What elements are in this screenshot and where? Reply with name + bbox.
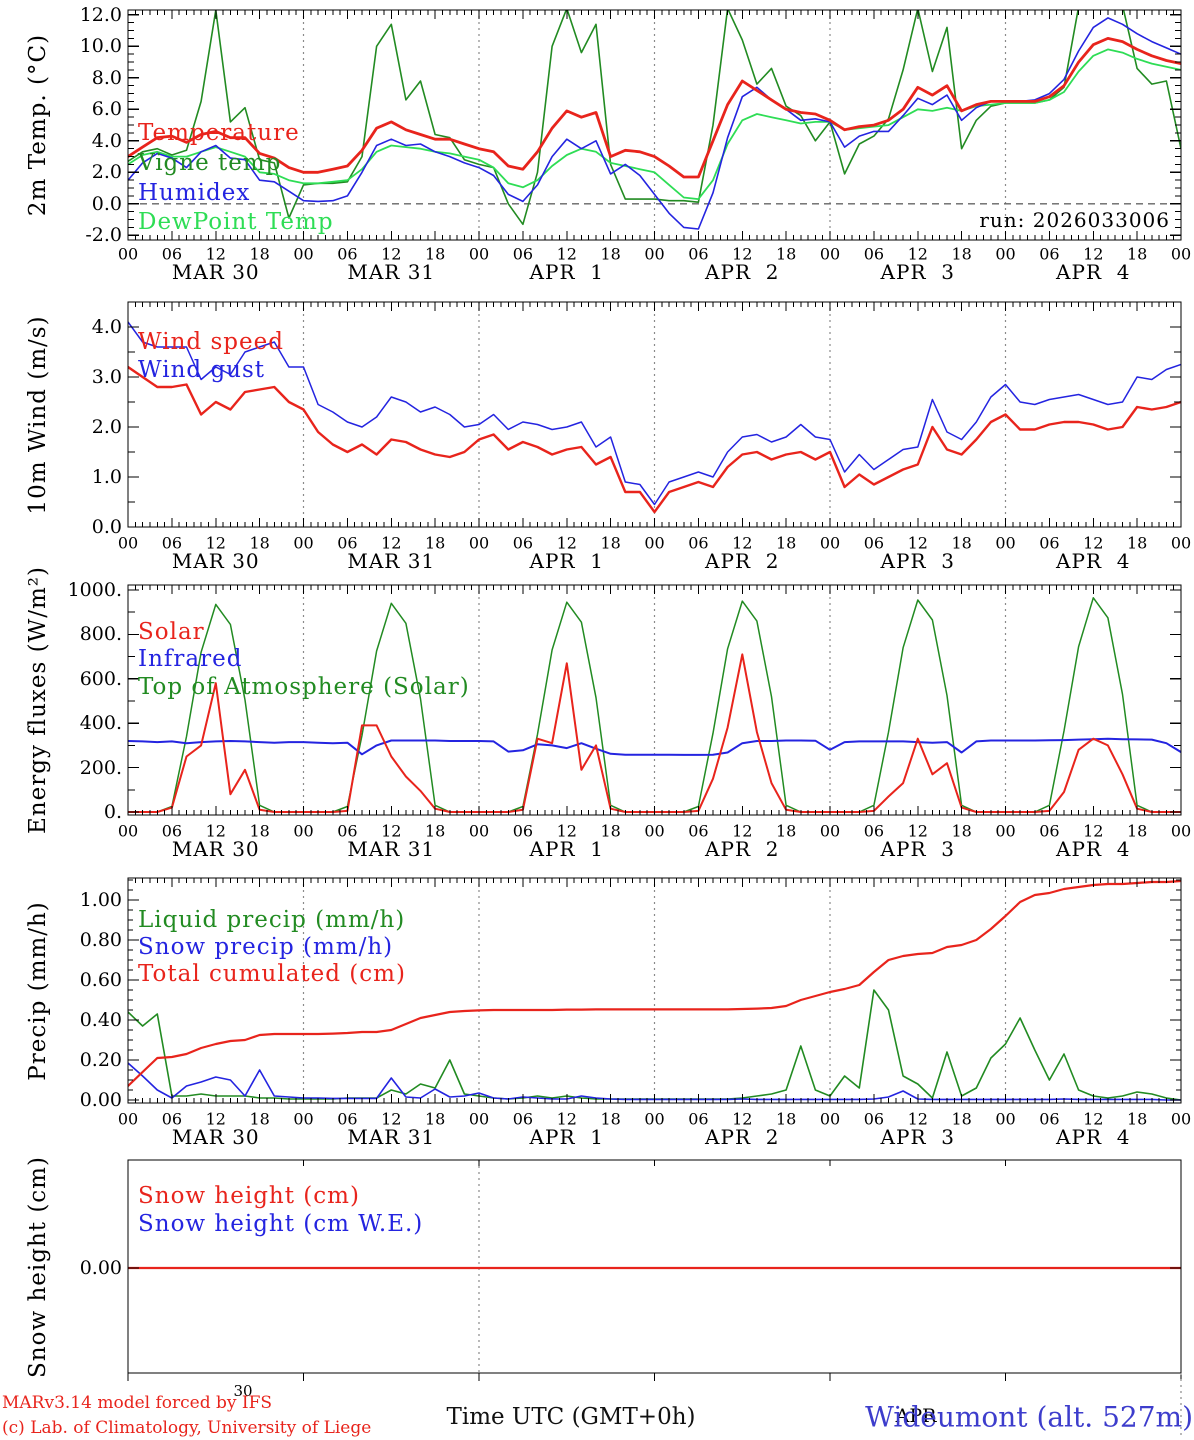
x-axis-title: Time UTC (GMT+0h) xyxy=(446,1404,696,1430)
model-credit-line-1: MARv3.14 model forced by IFS xyxy=(2,1393,273,1413)
bottom-axis-day-label: 30 xyxy=(233,1382,253,1400)
station-title: Wideumont (alt. 527m) xyxy=(865,1400,1193,1434)
bottom-axis-month-label: APR xyxy=(895,1405,937,1427)
model-credit-line-2: (c) Lab. of Climatology, University of L… xyxy=(2,1418,372,1438)
run-id-label: run: 2026033006 xyxy=(979,208,1170,232)
